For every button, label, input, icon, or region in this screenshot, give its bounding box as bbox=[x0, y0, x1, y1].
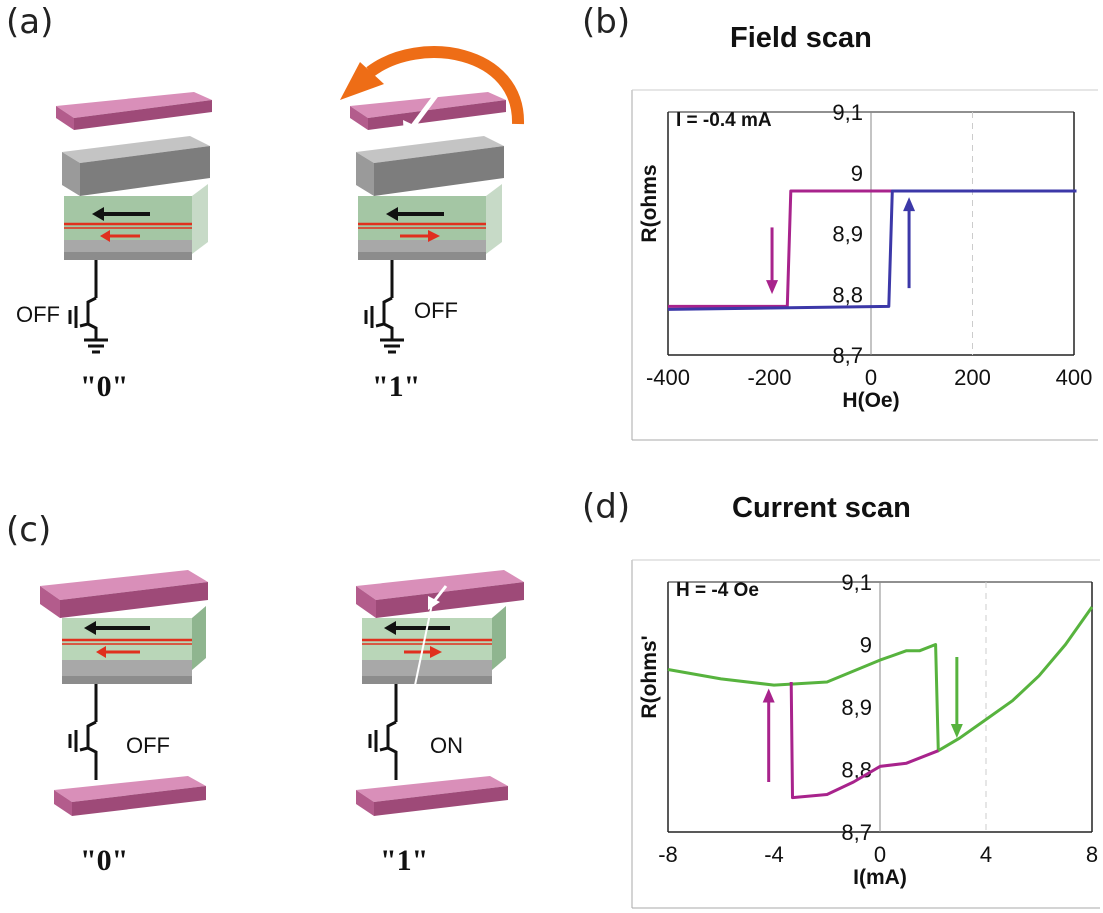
x-tick-label: -8 bbox=[658, 842, 678, 867]
y-tick-label: 9 bbox=[860, 633, 872, 658]
y-tick-label: 8,8 bbox=[832, 282, 863, 307]
bit-label-a0: "0" bbox=[80, 370, 129, 403]
bottom-plate-c1 bbox=[356, 776, 508, 816]
y-tick-label: 9 bbox=[851, 161, 863, 186]
switch-label-a1: OFF bbox=[414, 298, 458, 323]
x-tick-label: 0 bbox=[874, 842, 886, 867]
x-axis-label: H(Oe) bbox=[842, 389, 899, 412]
device-stack-a0 bbox=[56, 92, 212, 260]
mtj-device-a0 bbox=[56, 92, 212, 354]
bit-label-a1: "1" bbox=[372, 370, 421, 403]
transistor-c1 bbox=[368, 684, 398, 780]
x-tick-label: 8 bbox=[1086, 842, 1098, 867]
x-tick-label: 200 bbox=[954, 365, 991, 390]
panel-label-c: (c) bbox=[6, 510, 52, 550]
device-stack-c1 bbox=[356, 570, 524, 684]
switch-label-c1: ON bbox=[430, 733, 463, 758]
mtj-device-c0 bbox=[40, 570, 208, 816]
chart-title-b: Field scan bbox=[730, 22, 872, 54]
series-line-1 bbox=[667, 189, 1077, 311]
panel-label-d: (d) bbox=[582, 487, 631, 527]
x-tick-label: 4 bbox=[980, 842, 992, 867]
series-line-1 bbox=[789, 681, 939, 800]
bit-label-c1: "1" bbox=[380, 844, 429, 877]
y-tick-label: 8,9 bbox=[841, 695, 872, 720]
transistor-c0 bbox=[68, 684, 98, 780]
x-tick-label: 0 bbox=[865, 365, 877, 390]
arrow-head-0 bbox=[762, 688, 775, 703]
switch-label-c0: OFF bbox=[126, 733, 170, 758]
annotation-label: I = -0.4 mA bbox=[676, 110, 772, 131]
device-stack-c0 bbox=[40, 570, 208, 684]
transistor-a1 bbox=[364, 260, 404, 354]
y-tick-label: 9,1 bbox=[841, 570, 872, 595]
device-stack-a1 bbox=[350, 92, 506, 260]
y-tick-label: 9,1 bbox=[832, 100, 863, 125]
white-current-path-c1 bbox=[406, 585, 448, 698]
bit-label-c0: "0" bbox=[80, 844, 129, 877]
y-axis-label: R(ohms bbox=[638, 164, 661, 242]
x-tick-label: -200 bbox=[747, 365, 791, 390]
x-axis-label: I(mA) bbox=[853, 866, 907, 889]
y-tick-label: 8,8 bbox=[841, 758, 872, 783]
chart-title-d: Current scan bbox=[732, 492, 911, 524]
y-tick-label: 8,9 bbox=[832, 222, 863, 247]
switch-label-a0: OFF bbox=[16, 302, 60, 327]
panel-label-b: (b) bbox=[582, 2, 631, 42]
panel-label-a: (a) bbox=[6, 2, 54, 42]
y-axis-label: R(ohms' bbox=[638, 635, 661, 718]
x-tick-label: -4 bbox=[764, 842, 784, 867]
x-tick-label: -400 bbox=[646, 365, 690, 390]
bottom-plate-c0 bbox=[54, 776, 206, 816]
white-current-arrow-a1 bbox=[403, 88, 442, 138]
arrow-head-1 bbox=[950, 724, 963, 738]
x-tick-label: 400 bbox=[1056, 365, 1093, 390]
y-tick-label: 8,7 bbox=[832, 343, 863, 368]
y-tick-label: 8,7 bbox=[841, 820, 872, 845]
mtj-device-a1 bbox=[340, 46, 525, 354]
orange-rotation-arrow bbox=[340, 46, 525, 125]
mtj-device-c1 bbox=[356, 570, 524, 816]
arrow-head-0 bbox=[766, 280, 779, 295]
annotation-label: H = -4 Oe bbox=[676, 580, 759, 601]
transistor-a0 bbox=[68, 260, 108, 354]
arrow-head-1 bbox=[903, 197, 916, 212]
